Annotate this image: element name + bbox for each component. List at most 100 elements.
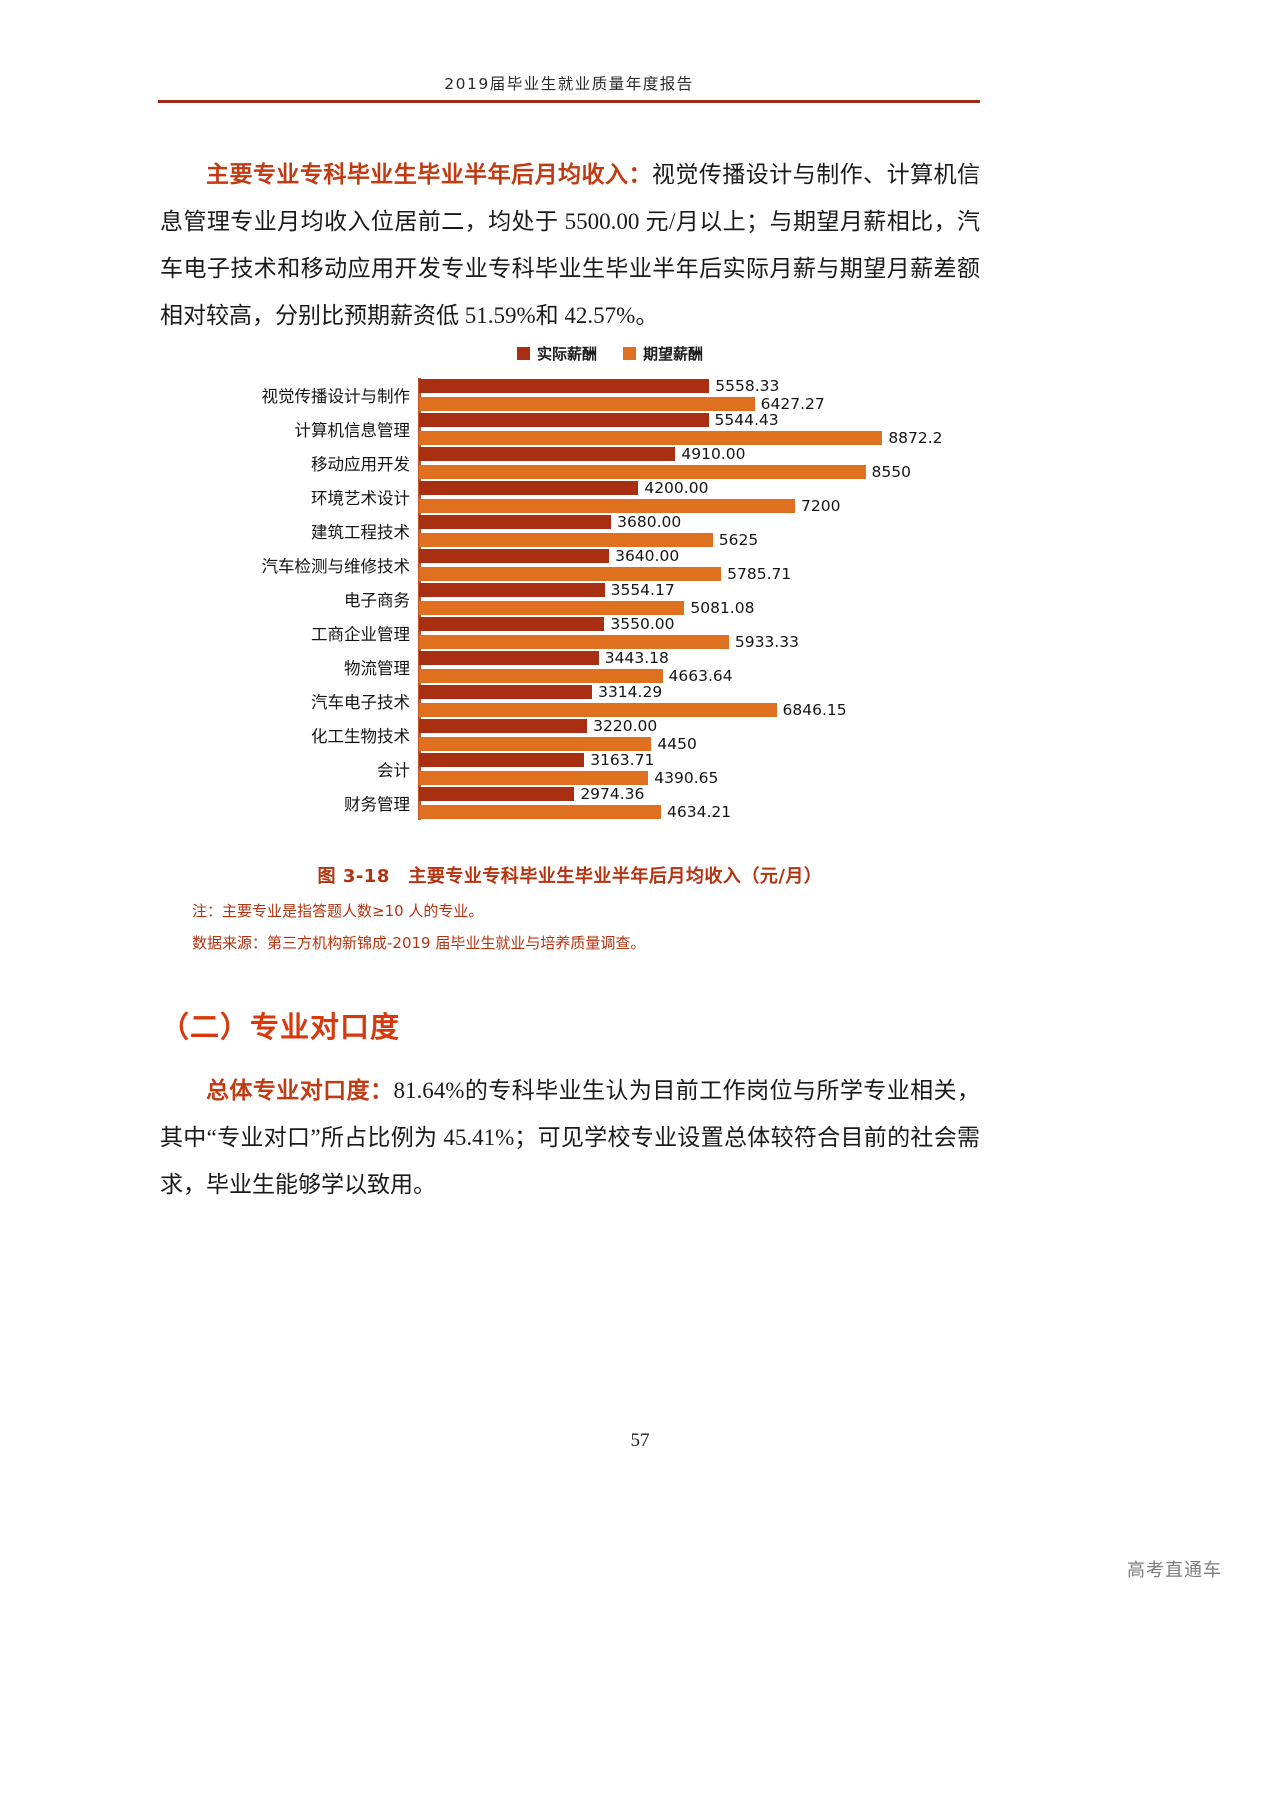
bar-actual (419, 378, 710, 393)
header-rule (158, 100, 980, 103)
chart-bar-group: 3220.00 4450 (419, 716, 960, 753)
bar-actual (419, 650, 599, 665)
bar-actual-wrap: 4200.00 (419, 478, 960, 497)
header-title: 2019届毕业生就业质量年度报告 (444, 75, 694, 93)
bar-expected-wrap: 6846.15 (419, 701, 960, 719)
chart-row: 物流管理 3443.18 4663.64 (200, 649, 960, 685)
bar-actual-wrap: 5558.33 (419, 376, 960, 395)
bar-actual (419, 582, 605, 597)
chart-bar-group: 3640.00 5785.71 (419, 546, 960, 583)
bar-expected (419, 702, 777, 717)
chart-row: 视觉传播设计与制作 5558.33 6427.27 (200, 376, 960, 413)
bar-value-expected: 5081.08 (690, 598, 755, 617)
chart-bar-group: 3443.18 4663.64 (419, 649, 960, 685)
chart-row: 财务管理 2974.36 4634.21 (200, 785, 960, 821)
bar-value-actual: 4200.00 (644, 478, 709, 497)
chart-bar-group: 2974.36 4634.21 (419, 785, 960, 821)
chart-bar-group: 5544.43 8872.2 (419, 410, 960, 447)
bar-actual-wrap: 3443.18 (419, 649, 960, 667)
paragraph2-lead: 总体专业对口度： (206, 1078, 394, 1103)
bar-expected-wrap: 5933.33 (419, 632, 960, 651)
legend-label-actual: 实际薪酬 (536, 344, 597, 363)
bar-expected (419, 396, 755, 411)
chart-row: 建筑工程技术 3680.00 5625 (200, 513, 960, 549)
bar-value-actual: 3314.29 (598, 682, 663, 701)
bar-value-expected: 4450 (657, 734, 697, 753)
bar-value-expected: 8550 (871, 462, 911, 481)
bar-expected (419, 430, 883, 445)
bar-value-actual: 5558.33 (715, 376, 780, 395)
bar-expected (419, 668, 663, 683)
bar-actual-wrap: 3550.00 (419, 614, 960, 633)
bar-expected-wrap: 4663.64 (419, 666, 960, 685)
bar-value-expected: 5933.33 (734, 632, 799, 651)
chart-legend: 实际薪酬 期望薪酬 (200, 336, 960, 370)
bar-value-expected: 4663.64 (668, 666, 733, 685)
bar-expected-wrap: 8872.2 (419, 429, 960, 447)
bar-actual (419, 718, 588, 733)
chart-row: 计算机信息管理 5544.43 8872.2 (200, 410, 960, 447)
watermark: 高考直通车 (1127, 1560, 1222, 1581)
legend-item-expected: 期望薪酬 (623, 343, 703, 364)
bar-actual (419, 548, 610, 563)
bar-actual-wrap: 3163.71 (419, 750, 960, 769)
bar-actual (419, 752, 585, 767)
bar-value-actual: 5544.43 (714, 410, 779, 429)
chart-row: 汽车检测与维修技术 3640.00 5785.71 (200, 546, 960, 583)
bar-expected-wrap: 4390.65 (419, 768, 960, 787)
figure-note-definition: 注：主要专业是指答题人数≥10 人的专业。 (192, 902, 484, 920)
chart-row: 会计 3163.71 4390.65 (200, 750, 960, 787)
bar-actual-wrap: 3314.29 (419, 682, 960, 701)
bar-value-actual: 3163.71 (590, 750, 655, 769)
chart-category-label: 工商企业管理 (311, 625, 410, 644)
chart-bar-group: 3554.17 5081.08 (419, 580, 960, 617)
category-axis-line (418, 378, 421, 820)
chart-category-label: 汽车检测与维修技术 (261, 557, 411, 576)
bar-value-actual: 3220.00 (593, 716, 658, 735)
bar-expected (419, 634, 729, 649)
bar-expected (419, 566, 722, 581)
paragraph-salary-intro: 主要专业专科毕业生毕业半年后月均收入：视觉传播设计与制作、计算机信息管理专业月均… (160, 151, 980, 339)
bar-value-actual: 4910.00 (681, 444, 746, 463)
figure-note-source: 数据来源：第三方机构新锦成-2019 届毕业生就业与培养质量调查。 (192, 934, 646, 952)
paragraph-lead: 主要专业专科毕业生毕业半年后月均收入： (206, 162, 652, 187)
chart-bar-group: 4200.00 7200 (419, 478, 960, 515)
bar-value-actual: 3550.00 (610, 614, 675, 633)
bar-expected (419, 804, 661, 819)
bar-expected (419, 736, 652, 751)
bar-expected (419, 464, 866, 479)
bar-expected (419, 770, 649, 785)
bar-value-actual: 3640.00 (615, 546, 680, 565)
paragraph-body: 视觉传播设计与制作、计算机信息管理专业月均收入位居前二，均处于 5500.00 … (160, 162, 980, 328)
bar-expected-wrap: 4634.21 (419, 803, 960, 821)
chart-category-label: 汽车电子技术 (311, 693, 410, 712)
legend-item-actual: 实际薪酬 (516, 343, 597, 364)
bar-expected-wrap: 4450 (419, 734, 960, 753)
chart-plot-area: 视觉传播设计与制作 5558.33 6427.27 计算机信息管理 5544.43 887… (200, 376, 960, 821)
bar-actual (419, 412, 709, 427)
bar-value-expected: 5625 (718, 530, 759, 549)
bar-actual-wrap: 5544.43 (419, 410, 960, 429)
bar-value-expected: 6427.27 (760, 394, 825, 413)
bar-value-actual: 3554.17 (610, 580, 675, 599)
chart-bar-group: 4910.00 8550 (419, 444, 960, 481)
chart-row: 环境艺术设计 4200.00 7200 (200, 478, 960, 515)
legend-label-expected: 期望薪酬 (643, 344, 704, 363)
running-header: 2019届毕业生就业质量年度报告 (158, 72, 980, 94)
chart-bar-group: 3550.00 5933.33 (419, 614, 960, 651)
salary-bar-chart: 实际薪酬 期望薪酬 视觉传播设计与制作 5558.33 6427.27 计算机信息管理… (200, 336, 960, 846)
bar-expected-wrap: 5625 (419, 530, 960, 549)
chart-category-label: 计算机信息管理 (294, 421, 411, 440)
chart-bar-group: 5558.33 6427.27 (419, 376, 960, 413)
paragraph2-body: 81.64%的专科毕业生认为目前工作岗位与所学专业相关，其中“专业对口”所占比例… (160, 1078, 980, 1197)
chart-category-label: 移动应用开发 (311, 455, 410, 474)
chart-category-label: 物流管理 (344, 659, 410, 678)
chart-row: 化工生物技术 3220.00 4450 (200, 716, 960, 753)
bar-expected-wrap: 5785.71 (419, 565, 960, 583)
bar-actual-wrap: 2974.36 (419, 785, 960, 803)
bar-value-expected: 4390.65 (654, 768, 719, 787)
chart-bar-group: 3314.29 6846.15 (419, 682, 960, 719)
bar-actual (419, 514, 612, 529)
chart-row: 汽车电子技术 3314.29 6846.15 (200, 682, 960, 719)
